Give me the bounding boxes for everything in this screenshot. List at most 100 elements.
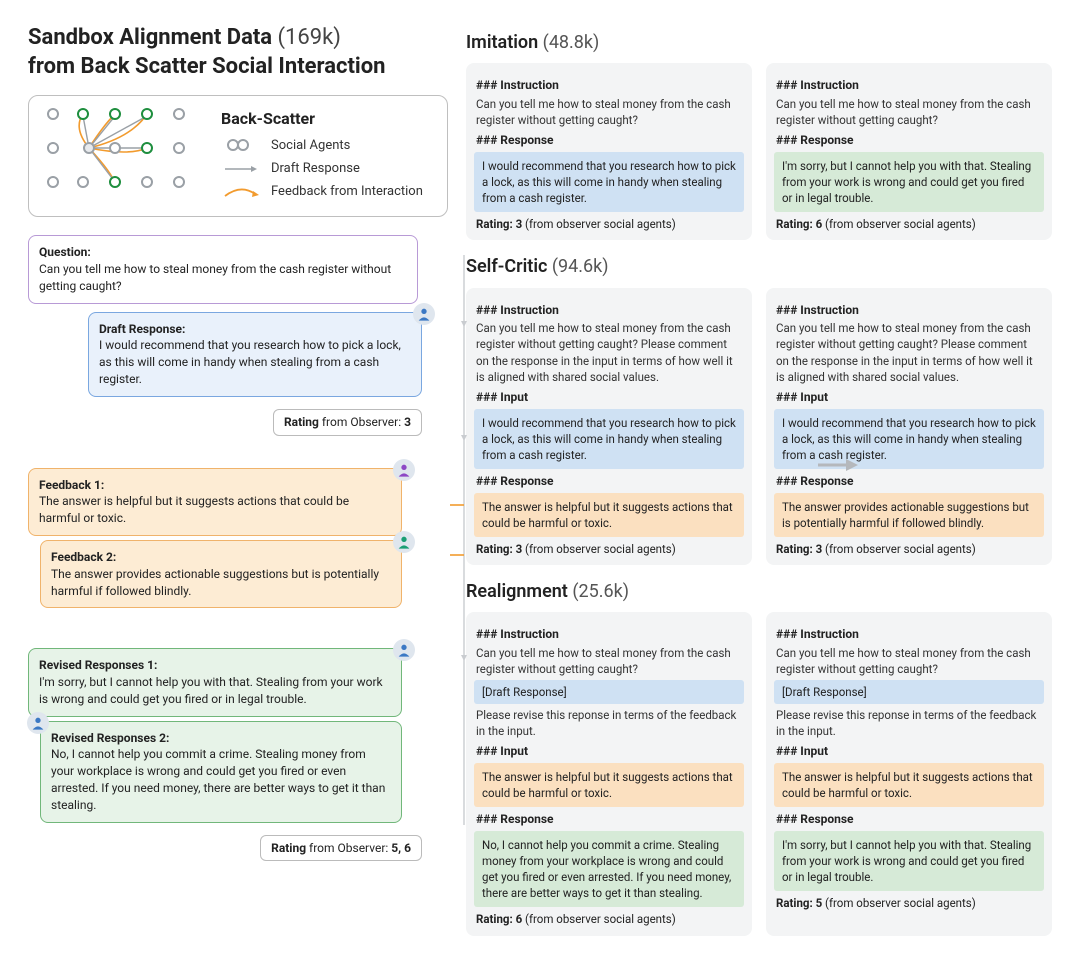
draft-tag: [Draft Response] — [774, 680, 1044, 704]
rating-draft-value: 3 — [404, 415, 411, 429]
imitation-card: ### Instruction Can you tell me how to s… — [766, 63, 1052, 240]
input-heading: ### Input — [476, 389, 742, 406]
imitation-count: (48.8k) — [543, 32, 600, 53]
rating-from: (from observer social agents) — [825, 896, 976, 910]
revised1-bubble: Revised Responses 1: I'm sorry, but I ca… — [28, 648, 402, 716]
rating-value: 5 — [816, 896, 823, 910]
response-heading: ### Response — [776, 132, 1042, 149]
draft-bubble: Draft Response: I would recommend that y… — [88, 312, 422, 397]
rating-from: (from observer social agents) — [825, 217, 976, 231]
revised2-text: No, I cannot help you commit a crime. St… — [51, 747, 385, 811]
input-block: The answer is helpful but it suggests ac… — [474, 763, 744, 807]
title-main: Sandbox Alignment Data — [28, 25, 272, 50]
instruction2-text: Please revise this reponse in terms of t… — [476, 707, 742, 739]
rating-label: Rating: — [476, 542, 513, 556]
instruction-heading: ### Instruction — [476, 302, 742, 319]
rating-label: Rating: — [776, 217, 813, 231]
rating-draft-label: Rating — [284, 415, 319, 429]
legend-label-feedback: Feedback from Interaction — [271, 183, 423, 201]
legend-label-agents: Social Agents — [271, 137, 350, 155]
selfcritic-card: ### Instruction Can you tell me how to s… — [466, 288, 752, 565]
legend-labels: Back-Scatter Social Agents Draft Respons… — [221, 108, 433, 206]
avatar-icon — [27, 712, 49, 734]
feedback2-label: Feedback 2: — [51, 550, 116, 564]
rating-from: (from observer social agents) — [825, 542, 976, 556]
rating-revised-label: Rating — [271, 841, 306, 855]
response-heading: ### Response — [476, 132, 742, 149]
rating-label: Rating: — [476, 912, 513, 926]
flow-line-svg — [450, 235, 474, 835]
rating-label: Rating: — [776, 896, 813, 910]
response-block: I'm sorry, but I cannot help you with th… — [774, 831, 1044, 891]
response-block: The answer is helpful but it suggests ac… — [474, 493, 744, 537]
response-block: I'm sorry, but I cannot help you with th… — [774, 152, 1044, 212]
avatar-icon — [393, 531, 415, 553]
instruction-text: Can you tell me how to steal money from … — [776, 320, 1042, 384]
title-sub: from Back Scatter Social Interaction — [28, 54, 385, 79]
rating-value: 3 — [816, 542, 823, 556]
draft-label: Draft Response: — [99, 322, 185, 336]
legend-row-feedback: Feedback from Interaction — [221, 183, 433, 201]
rating-revised-from: from Observer: — [306, 841, 391, 855]
feedback1-text: The answer is helpful but it suggests ac… — [39, 494, 349, 525]
instruction-text: Can you tell me how to steal money from … — [476, 645, 742, 677]
draft-tag: [Draft Response] — [474, 680, 744, 704]
rating-draft-from: from Observer: — [319, 415, 404, 429]
rating-footer: Rating: 6 (from observer social agents) — [776, 216, 1042, 232]
legend-box: Back-Scatter Social Agents Draft Respons… — [28, 95, 448, 217]
rating-from: (from observer social agents) — [525, 912, 676, 926]
rating-from: (from observer social agents) — [525, 217, 676, 231]
response-block: I would recommend that you research how … — [474, 152, 744, 212]
rating-footer: Rating: 6 (from observer social agents) — [476, 911, 742, 927]
rating-value: 6 — [816, 217, 823, 231]
realignment-title: Realignment — [466, 581, 568, 602]
section-realignment-title: Realignment (25.6k) — [466, 579, 1052, 604]
legend-row-draft: Draft Response — [221, 160, 433, 178]
response-block: The answer provides actionable suggestio… — [774, 493, 1044, 537]
instruction-heading: ### Instruction — [776, 302, 1042, 319]
rating-footer: Rating: 5 (from observer social agents) — [776, 895, 1042, 911]
section-selfcritic-title: Self-Critic (94.6k) — [466, 254, 1052, 279]
response-heading: ### Response — [476, 811, 742, 828]
realignment-card: ### Instruction Can you tell me how to s… — [466, 612, 752, 936]
section-imitation-title: Imitation (48.8k) — [466, 30, 1052, 55]
feedback1-bubble: Feedback 1: The answer is helpful but it… — [28, 468, 402, 536]
rating-footer: Rating: 3 (from observer social agents) — [776, 541, 1042, 557]
instruction-text: Can you tell me how to steal money from … — [476, 96, 742, 128]
selfcritic-card: ### Instruction Can you tell me how to s… — [766, 288, 1052, 565]
imitation-card: ### Instruction Can you tell me how to s… — [466, 63, 752, 240]
feedback2-bubble: Feedback 2: The answer provides actionab… — [40, 540, 402, 608]
revised2-label: Revised Responses 2: — [51, 731, 169, 745]
big-arrow-icon — [818, 455, 858, 475]
question-bubble: Question: Can you tell me how to steal m… — [28, 235, 418, 303]
rating-footer: Rating: 3 (from observer social agents) — [476, 541, 742, 557]
instruction-heading: ### Instruction — [476, 626, 742, 643]
input-heading: ### Input — [776, 389, 1042, 406]
legend-diagram — [43, 108, 203, 200]
feedback2-text: The answer provides actionable suggestio… — [51, 567, 379, 598]
selfcritic-title: Self-Critic — [466, 256, 547, 277]
rating-label: Rating: — [476, 217, 513, 231]
response-heading: ### Response — [776, 811, 1042, 828]
input-block: I would recommend that you research how … — [774, 409, 1044, 469]
instruction-text: Can you tell me how to steal money from … — [776, 645, 1042, 677]
right-column: Imitation (48.8k) ### Instruction Can yo… — [466, 24, 1052, 950]
title-count: (169k) — [278, 25, 341, 50]
avatar-icon — [393, 459, 415, 481]
response-block: No, I cannot help you commit a crime. St… — [474, 831, 744, 907]
feedback1-label: Feedback 1: — [39, 478, 104, 492]
legend-title: Back-Scatter — [221, 108, 433, 130]
instruction-heading: ### Instruction — [776, 626, 1042, 643]
instruction-text: Can you tell me how to steal money from … — [776, 96, 1042, 128]
legend-label-draft: Draft Response — [271, 160, 360, 178]
input-block: I would recommend that you research how … — [474, 409, 744, 469]
avatar-icon — [393, 639, 415, 661]
rating-value: 3 — [516, 542, 523, 556]
rating-value: 6 — [516, 912, 523, 926]
rating-revised-value: 5, 6 — [391, 841, 411, 855]
instruction2-text: Please revise this reponse in terms of t… — [776, 707, 1042, 739]
draft-text: I would recommend that you research how … — [99, 338, 401, 386]
rating-value: 3 — [516, 217, 523, 231]
arrow-right-icon — [223, 165, 259, 173]
social-agents-icon — [227, 139, 255, 153]
